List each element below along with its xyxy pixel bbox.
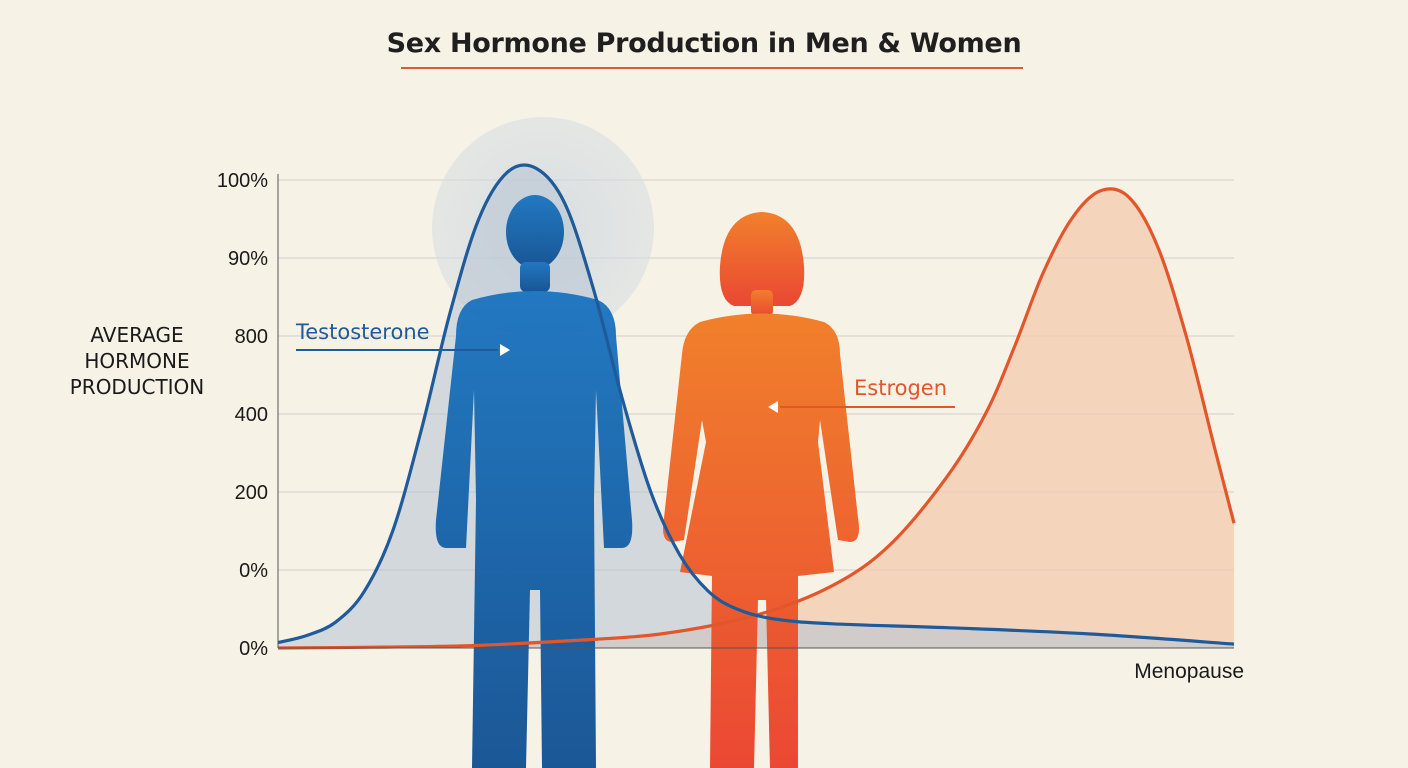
y-tick-label: 0% — [239, 560, 268, 582]
testosterone-label: Testosterone — [295, 320, 430, 344]
estrogen-line — [277, 187, 1236, 650]
title-underline — [401, 67, 1023, 69]
x-axis-label: Menopause — [1134, 660, 1244, 683]
y-tick-label: 100% — [217, 170, 268, 192]
y-axis-label: AVERAGE HORMONE PRODUCTION — [69, 323, 205, 399]
man-silhouette-icon — [435, 195, 633, 768]
y-tick-label: 800 — [235, 326, 268, 348]
y-tick-label: 0% — [239, 638, 268, 660]
estrogen-area — [278, 188, 1234, 648]
chart-title: Sex Hormone Production in Men & Women — [386, 28, 1022, 59]
estrogen-callout-arrow-icon — [768, 401, 778, 413]
estrogen-label: Estrogen — [854, 376, 947, 400]
y-tick-labels: 0% 0% 200 400 800 90% 100% — [217, 170, 268, 660]
y-tick-label: 400 — [235, 404, 268, 426]
testosterone-line — [277, 163, 1235, 646]
woman-silhouette-icon — [663, 212, 859, 768]
y-tick-label: 200 — [235, 482, 268, 504]
testosterone-callout-arrow-icon — [500, 344, 510, 356]
y-tick-label: 90% — [228, 248, 268, 270]
